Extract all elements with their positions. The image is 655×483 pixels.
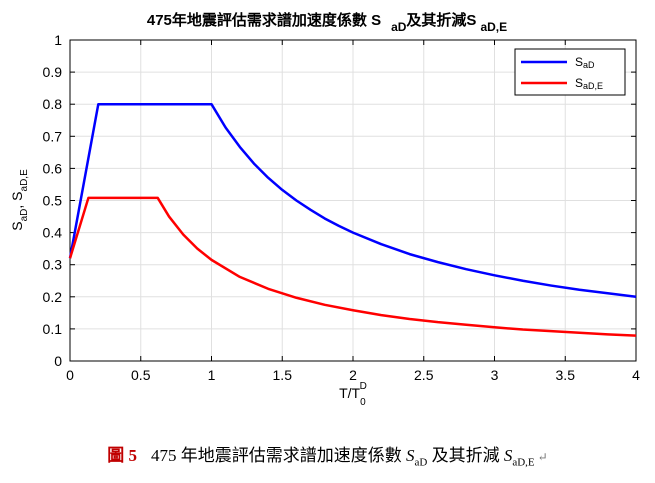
caption-symbol-sade-sub: aD,E — [512, 456, 535, 469]
y-tick-label: 1 — [54, 32, 62, 48]
y-tick-labels: 0 0.1 0.2 0.3 0.4 0.5 0.6 0.7 0.8 0.9 1 — [43, 32, 63, 369]
x-tick-labels: 0 0.5 1 1.5 2 2.5 3 3.5 4 — [66, 367, 640, 383]
x-axis-label-sup: D — [360, 381, 367, 392]
y-axis-label: SaD, SaD,E — [9, 169, 30, 231]
y-tick-label: 0.9 — [43, 64, 63, 80]
y-tick-label: 0.5 — [43, 193, 63, 209]
x-tick-label: 3 — [491, 367, 499, 383]
y-tick-label: 0.3 — [43, 257, 63, 273]
chart-title-sub1: aD — [391, 20, 407, 34]
y-tick-label: 0.4 — [43, 225, 63, 241]
x-tick-label: 0 — [66, 367, 74, 383]
y-tick-label: 0.2 — [43, 289, 63, 305]
y-tick-label: 0.1 — [43, 321, 63, 337]
x-tick-label: 0.5 — [131, 367, 151, 383]
legend-box — [514, 48, 626, 96]
y-tick-label: 0.8 — [43, 96, 63, 112]
chart: 0 0.5 1 1.5 2 2.5 3 3.5 4 0 0.1 0.2 0.3 0.4 0.5 0.6 0.7… — [9, 11, 640, 408]
caption-symbol-sad: SaD — [406, 446, 428, 469]
caption-mid: 及其折減 — [431, 446, 500, 465]
figure-caption: 圖 5 475 年地震評估需求譜加速度係數 SaD 及其折減 SaD,E ↵ — [0, 441, 655, 468]
y-axis-label-sub1: aD — [19, 209, 30, 222]
x-tick-label: 4 — [632, 367, 640, 383]
chart-title-main: 475年地震評估需求譜加速度係數 S — [147, 11, 381, 29]
caption-symbol-sad-main: S — [406, 446, 415, 465]
legend-label-sad-sub: aD — [583, 60, 595, 70]
x-tick-label: 1.5 — [273, 367, 293, 383]
legend-label-sade-sub: aD,E — [583, 81, 603, 91]
x-axis-label: T/T0 D — [339, 381, 367, 408]
legend-label-sad-main: S — [575, 55, 583, 69]
x-tick-label: 2 — [349, 367, 357, 383]
legend: SaD SaD,E — [514, 48, 626, 96]
series-lines — [68, 102, 637, 337]
x-tick-label: 3.5 — [556, 367, 576, 383]
figure-label: 圖 5 — [107, 446, 138, 465]
x-tick-label: 2.5 — [414, 367, 434, 383]
legend-label-sade: SaD,E — [575, 76, 603, 91]
y-axis-label-sub2: aD,E — [19, 169, 30, 192]
y-tick-label: 0.6 — [43, 160, 63, 176]
y-axis-label-main: S — [9, 221, 25, 230]
caption-symbol-sade: SaD,E — [503, 446, 535, 469]
return-mark-icon: ↵ — [537, 450, 548, 464]
chart-title: 475年地震評估需求譜加速度係數 S aD及其折減S aD,E — [147, 11, 507, 34]
caption-text: 475 年地震評估需求譜加速度係數 — [151, 446, 402, 465]
x-axis-label-main: T/T — [339, 385, 360, 401]
series-line-sad — [68, 102, 637, 299]
y-tick-label: 0 — [54, 353, 62, 369]
caption-symbol-sade-main: S — [503, 446, 513, 465]
y-axis-label-sep: , S — [9, 191, 25, 208]
x-tick-label: 1 — [208, 367, 216, 383]
chart-title-sub2: aD,E — [480, 20, 507, 34]
series-line-sad-e — [68, 196, 637, 337]
chart-title-mid: 及其折減S — [406, 11, 476, 29]
x-axis-label-sub: 0 — [360, 397, 366, 408]
legend-label-sade-main: S — [575, 76, 583, 90]
legend-label-sad: SaD — [575, 55, 595, 70]
caption-symbol-sad-sub: aD — [414, 456, 428, 469]
y-tick-label: 0.7 — [43, 128, 63, 144]
